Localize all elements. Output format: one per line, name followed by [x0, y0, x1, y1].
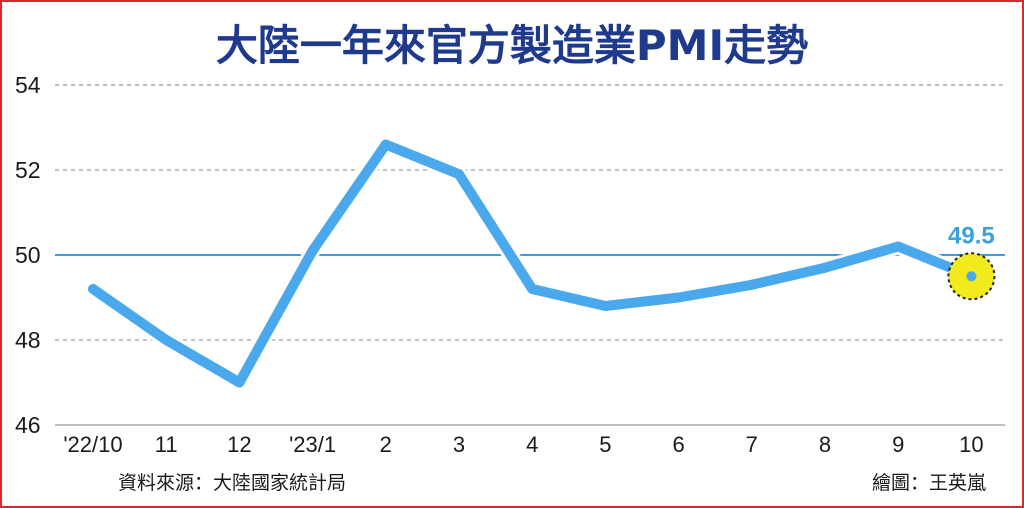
x-tick-label: '22/10	[63, 432, 122, 457]
x-tick-label: 8	[819, 432, 831, 457]
data-point	[454, 169, 464, 180]
data-point	[527, 284, 538, 294]
data-point	[820, 262, 830, 273]
data-point	[893, 241, 904, 252]
x-tick-label: '23/1	[289, 432, 336, 457]
source-note: 資料來源：大陸國家統計局	[118, 472, 346, 494]
x-axis-ticks: '22/10 11 12 '23/1 2 3 4 5 6 7 8 9 10	[63, 432, 983, 457]
y-tick-label: 50	[15, 242, 41, 268]
x-tick-label: 10	[959, 432, 983, 457]
data-point	[234, 377, 245, 388]
credit-note: 繪圖：王英嵐	[872, 472, 986, 494]
x-tick-label: 9	[892, 432, 904, 457]
data-point	[161, 335, 172, 345]
y-tick-label: 46	[15, 412, 41, 438]
y-tick-label: 52	[15, 157, 41, 183]
x-tick-label: 7	[746, 432, 758, 457]
x-tick-label: 12	[227, 432, 251, 457]
data-point	[380, 139, 391, 150]
data-point	[88, 284, 98, 294]
series-layer: 49.5	[85, 136, 996, 391]
x-tick-label: 3	[453, 432, 465, 457]
y-tick-label: 48	[15, 327, 41, 353]
data-point	[307, 245, 318, 256]
data-point	[600, 301, 611, 311]
x-tick-label: 11	[155, 432, 178, 457]
highlight-point	[966, 271, 977, 282]
x-tick-label: 4	[526, 432, 538, 457]
chart-title: 大陸一年來官方製造業PMI走勢	[216, 21, 808, 70]
y-tick-label: 54	[15, 72, 41, 98]
x-tick-label: 6	[672, 432, 684, 457]
highlight-value-label: 49.5	[948, 222, 995, 249]
data-point	[746, 279, 757, 290]
x-tick-label: 5	[599, 432, 611, 457]
data-point	[673, 292, 684, 303]
y-axis-ticks: 46 48 50 52 54	[15, 72, 41, 438]
series-line	[88, 139, 977, 388]
x-tick-label: 2	[380, 432, 392, 457]
